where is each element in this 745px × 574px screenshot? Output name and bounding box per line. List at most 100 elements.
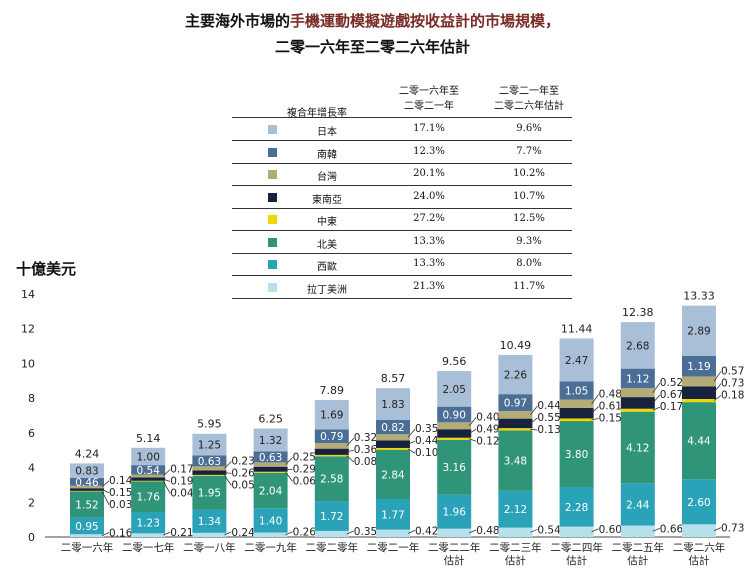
bar-segment xyxy=(559,407,594,419)
x-tick-label: 二零二五年 xyxy=(612,541,665,554)
legend-region-name: 日本 xyxy=(317,127,337,138)
bar-value-label: 0.54 xyxy=(537,524,561,536)
bar-value-label: 0.52 xyxy=(660,377,683,389)
bar-value-label: 0.16 xyxy=(109,528,133,540)
legend-cagr-2016-2021: 13.3% xyxy=(413,258,445,269)
chart-title-line1: 主要海外市場的手機運動模擬遊戲按收益計的市場規模， xyxy=(0,10,745,31)
bar-value-label: 3.48 xyxy=(504,456,527,468)
bar-segment xyxy=(682,386,716,400)
bar-segment xyxy=(70,477,104,486)
legend-cagr-2021-2026: 11.7% xyxy=(513,280,545,292)
bar-value-label: 2.05 xyxy=(443,384,466,396)
bar-segment xyxy=(376,420,410,435)
leader-line xyxy=(346,437,355,447)
bar-value-label: 1.83 xyxy=(381,399,404,411)
legend-cagr-2021-2026: 9.6% xyxy=(516,123,542,134)
bar-value-label: 2.04 xyxy=(259,485,283,497)
bar-value-label: 0.63 xyxy=(259,452,282,464)
bar-value-label: 0.97 xyxy=(504,398,527,410)
bar-value-label: 0.95 xyxy=(75,521,98,533)
bar-value-label: 2.68 xyxy=(626,340,649,352)
y-axis-label: 十億美元 xyxy=(16,260,77,278)
bar-value-label: 0.26 xyxy=(293,527,317,539)
bar-value-label: 0.13 xyxy=(537,424,560,436)
bar-value-label: 0.82 xyxy=(381,422,404,434)
leader-line xyxy=(591,406,599,414)
y-tick-label: 12 xyxy=(21,323,35,336)
legend-cagr-2016-2021: 20.1% xyxy=(413,168,445,179)
bar-segment xyxy=(376,447,410,450)
bar-value-label: 1.69 xyxy=(320,410,343,422)
legend-swatch xyxy=(268,147,277,157)
bar-total-label: 5.14 xyxy=(136,432,161,445)
bar-segment xyxy=(620,411,655,484)
bar-total-label: 11.44 xyxy=(561,322,593,335)
x-tick-label: 估計 xyxy=(566,554,587,567)
bar-value-label: 0.10 xyxy=(415,447,438,459)
bar-total-label: 13.33 xyxy=(683,290,715,303)
bar-segment xyxy=(70,491,104,518)
bar-value-label: 0.36 xyxy=(354,444,378,456)
bar-segment xyxy=(131,480,166,482)
leader-line xyxy=(101,532,110,536)
bar-total-label: 12.38 xyxy=(622,306,654,319)
bar-total-label: 8.57 xyxy=(381,372,406,385)
chart-title-line2: 二零一六年至二零二六年估計 xyxy=(274,38,470,56)
bar-value-label: 0.23 xyxy=(231,455,254,467)
bar-value-label: 3.16 xyxy=(443,462,467,474)
bar-segment xyxy=(253,532,288,537)
legend-region-name: 拉丁美洲 xyxy=(307,284,347,296)
bar-segment xyxy=(559,526,594,537)
leader-line xyxy=(163,531,171,536)
bar-value-label: 0.29 xyxy=(293,463,316,475)
bar-segment xyxy=(131,512,166,534)
leader-line xyxy=(652,527,660,532)
leader-line xyxy=(163,478,171,482)
bar-segment xyxy=(437,406,472,423)
bar-value-label: 0.14 xyxy=(109,475,133,487)
bar-segment xyxy=(70,463,104,478)
bar-value-label: 0.63 xyxy=(198,456,221,468)
bar-segment xyxy=(498,418,533,429)
bar-value-label: 0.15 xyxy=(599,413,622,425)
bar-segment xyxy=(253,451,288,463)
bar-value-label: 2.60 xyxy=(687,497,710,509)
bar-segment xyxy=(70,488,104,491)
leader-line xyxy=(162,480,171,494)
leader-line xyxy=(652,382,661,393)
leader-line xyxy=(224,472,232,474)
bar-total-label: 10.49 xyxy=(500,339,532,352)
bar-value-label: 0.73 xyxy=(721,523,744,535)
legend-region-name: 東南亞 xyxy=(312,194,342,206)
x-tick-label: 估計 xyxy=(444,554,465,567)
bar-value-label: 0.04 xyxy=(170,488,194,500)
stacked-bar-chart: 024681012140.951.520.460.830.160.140.150… xyxy=(21,288,744,567)
bar-segment xyxy=(131,477,166,481)
bar-segment xyxy=(376,449,410,499)
bar-value-label: 0.35 xyxy=(354,526,377,538)
x-tick-label: 估計 xyxy=(505,554,526,567)
bar-value-label: 0.49 xyxy=(476,423,499,435)
leader-line xyxy=(346,449,354,453)
legend-row: 拉丁美洲 21.3% 11.7% xyxy=(232,276,572,299)
leader-line xyxy=(285,472,293,482)
legend-row: 中東 27.2% 12.5% xyxy=(232,208,572,231)
bar-value-label: 1.96 xyxy=(443,507,467,519)
legend-region-name: 台灣 xyxy=(317,172,337,183)
bar-segment xyxy=(314,400,349,430)
bar-value-label: 1.00 xyxy=(137,451,160,463)
legend-region-name: 北美 xyxy=(317,239,337,251)
bar-value-label: 2.44 xyxy=(626,499,650,511)
bar-segment xyxy=(253,462,288,467)
bar-value-label: 1.32 xyxy=(259,435,282,447)
bar-value-label: 0.26 xyxy=(231,467,255,479)
legend-row: 日本 17.1% 9.6% xyxy=(232,118,572,141)
x-tick-label: 二零一七年 xyxy=(122,541,175,554)
bar-value-label: 0.05 xyxy=(231,479,254,491)
bar-segment xyxy=(559,421,594,488)
legend-region-name: 南韓 xyxy=(317,149,337,161)
bar-segment xyxy=(559,418,594,422)
bar-value-label: 0.79 xyxy=(320,431,343,443)
x-tick-label: 估計 xyxy=(689,554,710,567)
bar-value-label: 1.25 xyxy=(198,440,221,452)
